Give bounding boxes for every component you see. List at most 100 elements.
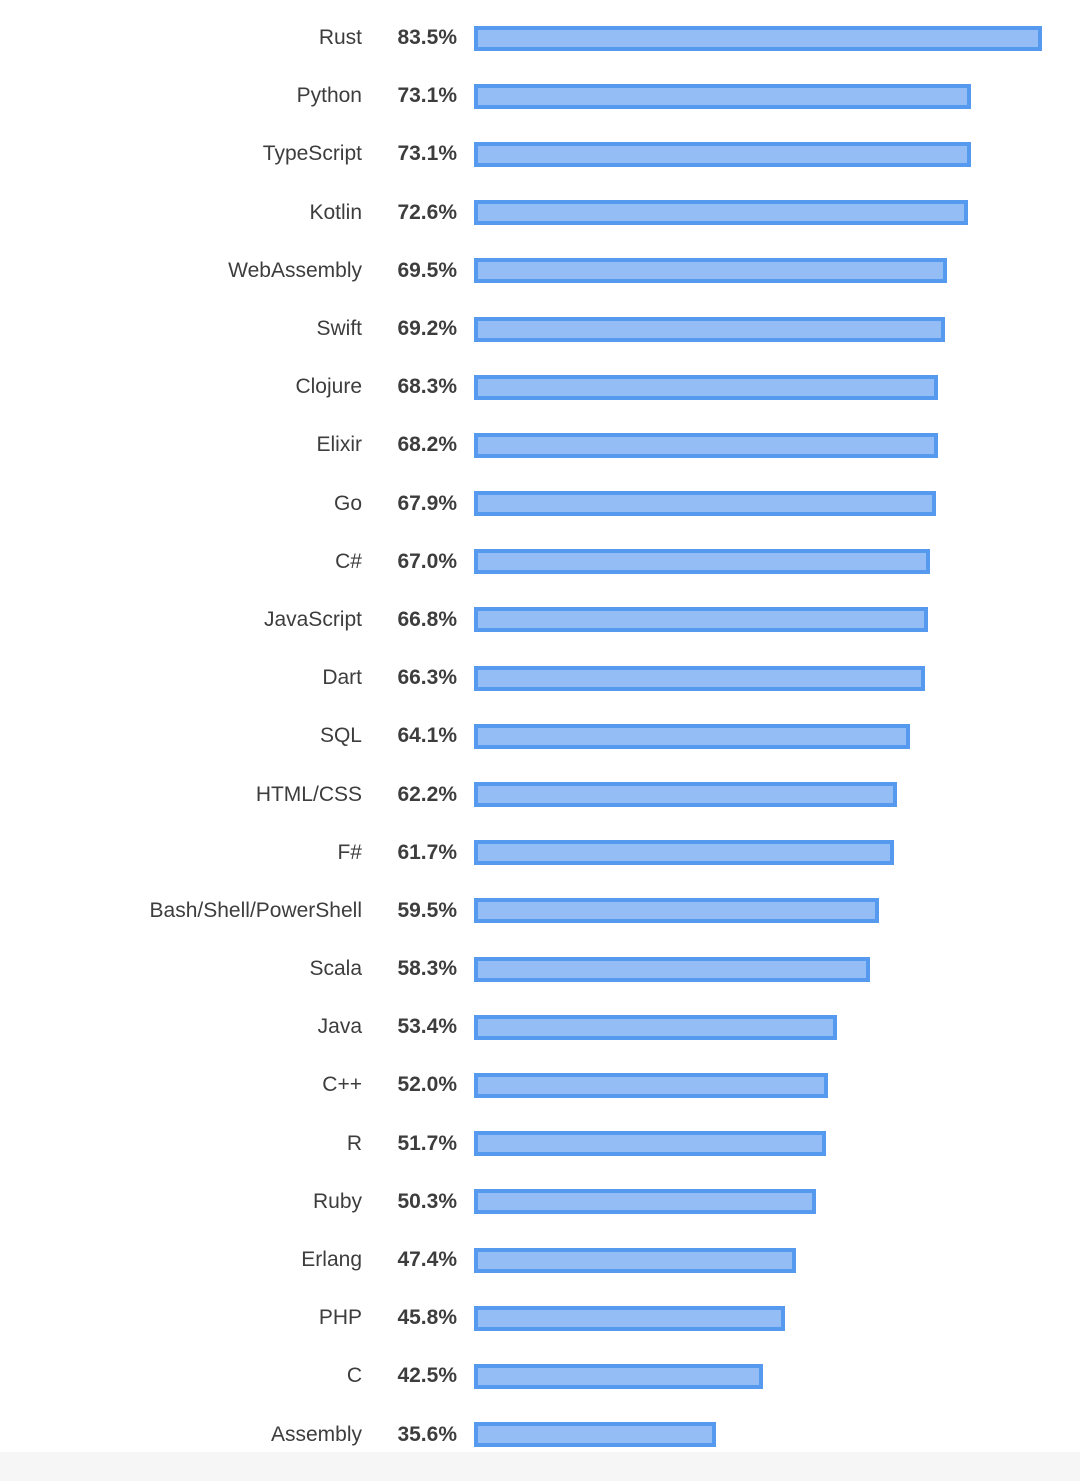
value-label: 69.5% xyxy=(397,258,457,282)
chart-row: Erlang 47.4% xyxy=(0,1231,1080,1289)
category-label: Bash/Shell/PowerShell xyxy=(149,898,362,922)
value-label: 66.3% xyxy=(397,666,457,690)
chart-rows: Rust 83.5% Python 73.1% TypeScript 73.1%… xyxy=(0,9,1080,1452)
value-label: 58.3% xyxy=(397,957,457,981)
bar-track xyxy=(474,1189,1080,1215)
category-label: HTML/CSS xyxy=(255,782,362,806)
chart-row: PHP 45.8% xyxy=(0,1289,1080,1347)
value-label: 64.1% xyxy=(397,724,457,748)
bar-track xyxy=(474,1014,1080,1040)
bar xyxy=(474,1014,838,1040)
chart-row: Elixir 68.2% xyxy=(0,416,1080,474)
bar xyxy=(474,898,879,924)
chart-row: Rust 83.5% xyxy=(0,9,1080,67)
bar-track xyxy=(474,258,1080,284)
category-label: TypeScript xyxy=(262,142,362,166)
bar xyxy=(474,782,897,808)
value-label: 69.2% xyxy=(397,317,457,341)
chart-row: JavaScript 66.8% xyxy=(0,591,1080,649)
value-label: 51.7% xyxy=(397,1131,457,1155)
category-label: C xyxy=(346,1364,362,1388)
value-label: 61.7% xyxy=(397,840,457,864)
bar-track xyxy=(474,491,1080,517)
bar-track xyxy=(474,723,1080,749)
bar xyxy=(474,956,871,982)
value-label: 68.2% xyxy=(397,433,457,457)
value-label: 45.8% xyxy=(397,1306,457,1330)
bar xyxy=(474,200,968,226)
bar-track xyxy=(474,1072,1080,1098)
category-label: SQL xyxy=(319,724,362,748)
category-label: Swift xyxy=(316,317,362,341)
category-label: Kotlin xyxy=(309,200,362,224)
bar xyxy=(474,316,945,342)
bar xyxy=(474,1247,797,1273)
value-label: 47.4% xyxy=(397,1248,457,1272)
chart-row: Clojure 68.3% xyxy=(0,358,1080,416)
bar xyxy=(474,374,939,400)
value-label: 59.5% xyxy=(397,898,457,922)
category-label: Python xyxy=(296,84,362,108)
bar xyxy=(474,432,938,458)
value-label: 62.2% xyxy=(397,782,457,806)
category-label: Assembly xyxy=(270,1422,362,1446)
category-label: WebAssembly xyxy=(228,258,362,282)
bar-track xyxy=(474,1247,1080,1273)
value-label: 52.0% xyxy=(397,1073,457,1097)
bar-track xyxy=(474,665,1080,691)
chart-row: Assembly 35.6% xyxy=(0,1406,1080,1453)
value-label: 83.5% xyxy=(397,26,457,50)
bar xyxy=(474,1422,717,1448)
chart-row: Swift 69.2% xyxy=(0,300,1080,358)
bar-track xyxy=(474,25,1080,51)
bar-track xyxy=(474,898,1080,924)
bar xyxy=(474,1189,817,1215)
bar-track xyxy=(474,1363,1080,1389)
chart-row: R 51.7% xyxy=(0,1115,1080,1173)
bar xyxy=(474,83,972,109)
chart-row: C 42.5% xyxy=(0,1347,1080,1405)
bar xyxy=(474,141,972,167)
bar-track xyxy=(474,1305,1080,1331)
value-label: 67.9% xyxy=(397,491,457,515)
bar xyxy=(474,549,930,575)
bar-track xyxy=(474,200,1080,226)
chart-row: SQL 64.1% xyxy=(0,707,1080,765)
category-label: Erlang xyxy=(301,1248,362,1272)
bar-track xyxy=(474,141,1080,167)
value-label: 35.6% xyxy=(397,1422,457,1446)
bar xyxy=(474,258,947,284)
value-label: 67.0% xyxy=(397,549,457,573)
bar-track xyxy=(474,374,1080,400)
chart-row: Kotlin 72.6% xyxy=(0,184,1080,242)
bar xyxy=(474,607,929,633)
bar-track xyxy=(474,782,1080,808)
value-label: 72.6% xyxy=(397,200,457,224)
bar xyxy=(474,723,910,749)
category-label: R xyxy=(346,1131,362,1155)
category-label: PHP xyxy=(318,1306,362,1330)
bar xyxy=(474,665,925,691)
chart-row: HTML/CSS 62.2% xyxy=(0,765,1080,823)
category-label: F# xyxy=(337,840,362,864)
value-label: 50.3% xyxy=(397,1189,457,1213)
category-label: C++ xyxy=(322,1073,362,1097)
chart-row: WebAssembly 69.5% xyxy=(0,242,1080,300)
chart-row: C# 67.0% xyxy=(0,533,1080,591)
chart-row: Dart 66.3% xyxy=(0,649,1080,707)
category-label: Clojure xyxy=(295,375,362,399)
category-label: Elixir xyxy=(316,433,363,457)
bar xyxy=(474,1305,786,1331)
footer-band xyxy=(0,1452,1080,1481)
chart-row: Go 67.9% xyxy=(0,475,1080,533)
value-label: 73.1% xyxy=(397,142,457,166)
category-label: C# xyxy=(335,549,362,573)
bar-track xyxy=(474,1131,1080,1157)
bar-track xyxy=(474,607,1080,633)
chart-row: Java 53.4% xyxy=(0,998,1080,1056)
category-label: Go xyxy=(333,491,362,515)
bar-track xyxy=(474,316,1080,342)
bar xyxy=(474,1363,763,1389)
category-label: Java xyxy=(317,1015,362,1039)
value-label: 73.1% xyxy=(397,84,457,108)
